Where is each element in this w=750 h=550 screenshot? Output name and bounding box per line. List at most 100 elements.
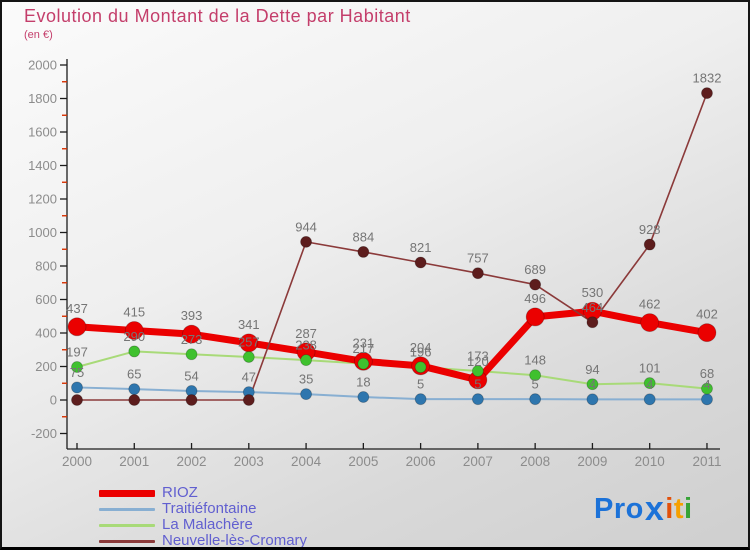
data-point <box>71 394 83 406</box>
data-point <box>471 393 484 406</box>
data-label: 5 <box>532 377 539 392</box>
data-point <box>640 313 660 333</box>
data-point <box>128 345 141 358</box>
data-point <box>185 394 198 406</box>
data-label: 462 <box>639 297 661 312</box>
data-label: 101 <box>639 361 661 376</box>
data-point <box>643 238 656 251</box>
legend-item-3: Neuvelle-lès-Cromary <box>99 532 308 549</box>
chart-title: Evolution du Montant de la Dette par Hab… <box>24 6 411 26</box>
data-label: 5 <box>417 377 424 392</box>
y-tick-label: 1600 <box>28 125 57 140</box>
legend-label: Neuvelle-lès-Cromary <box>162 532 308 549</box>
legend-swatch <box>99 507 155 511</box>
line-chart: -200 0 200 400 600 800 1000 1200 1400 1600 1800 200… <box>28 58 722 470</box>
legend-item-2: La Malachère <box>99 517 307 533</box>
x-tick-label: 2009 <box>577 454 607 469</box>
data-point <box>586 393 599 406</box>
data-point <box>701 87 713 100</box>
data-label: 944 <box>295 219 317 234</box>
data-label: 290 <box>123 329 145 344</box>
data-label: 437 <box>66 301 88 316</box>
y-tick-label: 1200 <box>28 192 57 207</box>
x-tick-label: 2003 <box>234 454 264 469</box>
legend-swatch <box>99 523 155 527</box>
y-tick-label: 0 <box>50 393 57 408</box>
data-point <box>182 324 201 344</box>
data-point <box>529 369 542 382</box>
x-tick-label: 2006 <box>406 454 436 469</box>
x-tick-label: 2002 <box>177 454 207 469</box>
legend-label: La Malachère <box>162 516 253 533</box>
data-point <box>124 321 144 340</box>
x-tick-label: 2008 <box>520 454 550 469</box>
proxiti-logo: Proxiti <box>594 490 693 529</box>
data-label: 231 <box>352 335 374 350</box>
data-label: 94 <box>585 362 599 377</box>
data-point <box>300 235 312 248</box>
x-tick-label: 2001 <box>119 454 149 469</box>
data-label: 238 <box>295 338 317 353</box>
logo-letter: i <box>665 493 674 525</box>
data-label: 402 <box>696 307 718 322</box>
data-point <box>586 378 599 391</box>
data-point <box>414 361 427 374</box>
logo-letter: x <box>644 490 665 528</box>
data-point <box>71 381 83 394</box>
data-point <box>529 278 542 291</box>
x-tick-label: 2007 <box>463 454 493 469</box>
data-label: 120 <box>467 354 489 369</box>
data-point <box>185 348 198 361</box>
data-label: 257 <box>238 334 260 349</box>
data-point <box>242 394 255 406</box>
data-label: 65 <box>127 367 141 382</box>
data-label: 464 <box>582 300 604 315</box>
x-tick-label: 2000 <box>62 454 92 469</box>
data-label: 273 <box>181 332 203 347</box>
data-label: 341 <box>238 317 260 332</box>
logo-letter: t <box>673 493 685 525</box>
data-point <box>357 357 370 370</box>
y-tick-label: -200 <box>31 426 57 441</box>
data-point <box>128 394 141 406</box>
data-label: 68 <box>700 366 714 381</box>
data-point <box>414 256 427 269</box>
legend-swatch <box>99 539 155 543</box>
data-point <box>586 316 599 329</box>
data-point <box>471 267 484 280</box>
data-point <box>357 391 370 403</box>
data-point <box>128 383 141 396</box>
chart-subtitle: (en €) <box>24 29 53 41</box>
legend: RIOZ Traitiéfontaine La Malachère Neuvelle-… <box>99 485 308 549</box>
data-point <box>67 317 87 337</box>
data-label: 5 <box>474 377 481 392</box>
data-label: 54 <box>184 368 198 383</box>
data-label: 4 <box>589 377 596 392</box>
data-point <box>529 393 542 406</box>
data-label: 757 <box>467 251 489 266</box>
logo-letter: r <box>613 493 626 525</box>
y-tick-label: 800 <box>35 259 57 274</box>
legend-item-0: RIOZ <box>99 485 307 501</box>
y-tick-label: 1800 <box>28 91 57 106</box>
x-tick-label: 2010 <box>635 454 665 469</box>
data-label: 689 <box>524 262 546 277</box>
data-label: 821 <box>410 240 432 255</box>
data-label: 1832 <box>693 71 722 86</box>
y-tick-label: 600 <box>35 292 57 307</box>
data-point <box>701 382 713 395</box>
data-label: 196 <box>410 345 432 360</box>
series-line-1 <box>76 386 708 401</box>
data-label: 287 <box>295 326 317 341</box>
data-point <box>701 393 713 406</box>
data-label: 173 <box>467 349 489 364</box>
data-point <box>414 393 427 406</box>
data-label: 4 <box>646 377 653 392</box>
x-tick-label: 2011 <box>692 454 721 469</box>
data-point <box>643 377 656 389</box>
data-label: 496 <box>524 291 546 306</box>
data-label: 884 <box>352 229 374 244</box>
data-point <box>242 351 255 363</box>
data-label: 75 <box>70 365 84 380</box>
data-point <box>357 246 370 258</box>
